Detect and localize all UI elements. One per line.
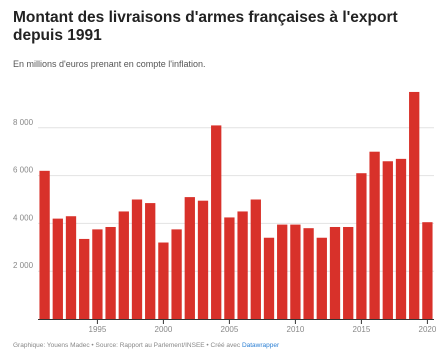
bar-2007 xyxy=(250,199,261,319)
bar-1997 xyxy=(118,211,129,319)
bar-2014 xyxy=(343,226,354,319)
y-tick-label-2000: 2 000 xyxy=(13,261,34,270)
bar-2020 xyxy=(422,222,433,319)
footer-credits: Graphique: Youens Madec • Source: Rappor… xyxy=(13,342,242,349)
bar-2005 xyxy=(224,217,235,319)
bar-1992 xyxy=(52,218,63,319)
bar-1991 xyxy=(39,170,50,319)
x-tick-label-2015: 2015 xyxy=(353,325,371,334)
bar-2011 xyxy=(303,228,314,319)
bar-2012 xyxy=(316,237,327,319)
bars xyxy=(39,91,433,320)
bar-2013 xyxy=(329,226,341,319)
x-axis-ticks: 1995 2000 2005 2010 2015 2020 xyxy=(89,320,437,334)
bar-2003 xyxy=(197,200,209,319)
y-axis-tick-labels: 2 000 4 000 6 000 8 000 xyxy=(13,118,34,270)
bar-2016 xyxy=(369,151,380,319)
bar-1993 xyxy=(65,216,77,319)
bar-2000 xyxy=(158,242,169,319)
gridlines xyxy=(38,127,434,272)
bar-2002 xyxy=(184,197,195,319)
bar-2015 xyxy=(356,173,367,319)
bar-1996 xyxy=(105,226,116,319)
datawrapper-link[interactable]: Datawrapper xyxy=(241,342,280,349)
bar-1995 xyxy=(92,229,103,320)
x-tick-label-2000: 2000 xyxy=(155,325,173,334)
x-tick-label-2010: 2010 xyxy=(287,325,305,334)
bar-2006 xyxy=(237,211,248,319)
bar-2009 xyxy=(277,224,288,319)
y-tick-label-4000: 4 000 xyxy=(13,213,34,222)
chart-subtitle: En millions d'euros prenant en compte l'… xyxy=(13,59,206,69)
x-tick-label-1995: 1995 xyxy=(89,325,107,334)
bar-2001 xyxy=(171,229,182,320)
bar-2004 xyxy=(211,125,222,319)
bar-2010 xyxy=(290,224,301,319)
x-tick-label-2020: 2020 xyxy=(419,325,437,334)
bar-1999 xyxy=(145,203,156,319)
x-tick-label-2005: 2005 xyxy=(221,325,239,334)
bar-1998 xyxy=(131,199,143,319)
y-tick-label-8000: 8 000 xyxy=(13,118,34,127)
bar-2008 xyxy=(263,237,275,319)
bar-2019 xyxy=(409,91,420,319)
bar-1994 xyxy=(79,238,90,319)
chart-footer: Graphique: Youens Madec • Source: Rappor… xyxy=(13,342,279,349)
bar-2017 xyxy=(382,161,393,319)
chart-title: Montant des livraisons d'armes française… xyxy=(13,9,398,44)
bar-2018 xyxy=(395,158,407,319)
y-tick-label-6000: 6 000 xyxy=(13,166,34,175)
